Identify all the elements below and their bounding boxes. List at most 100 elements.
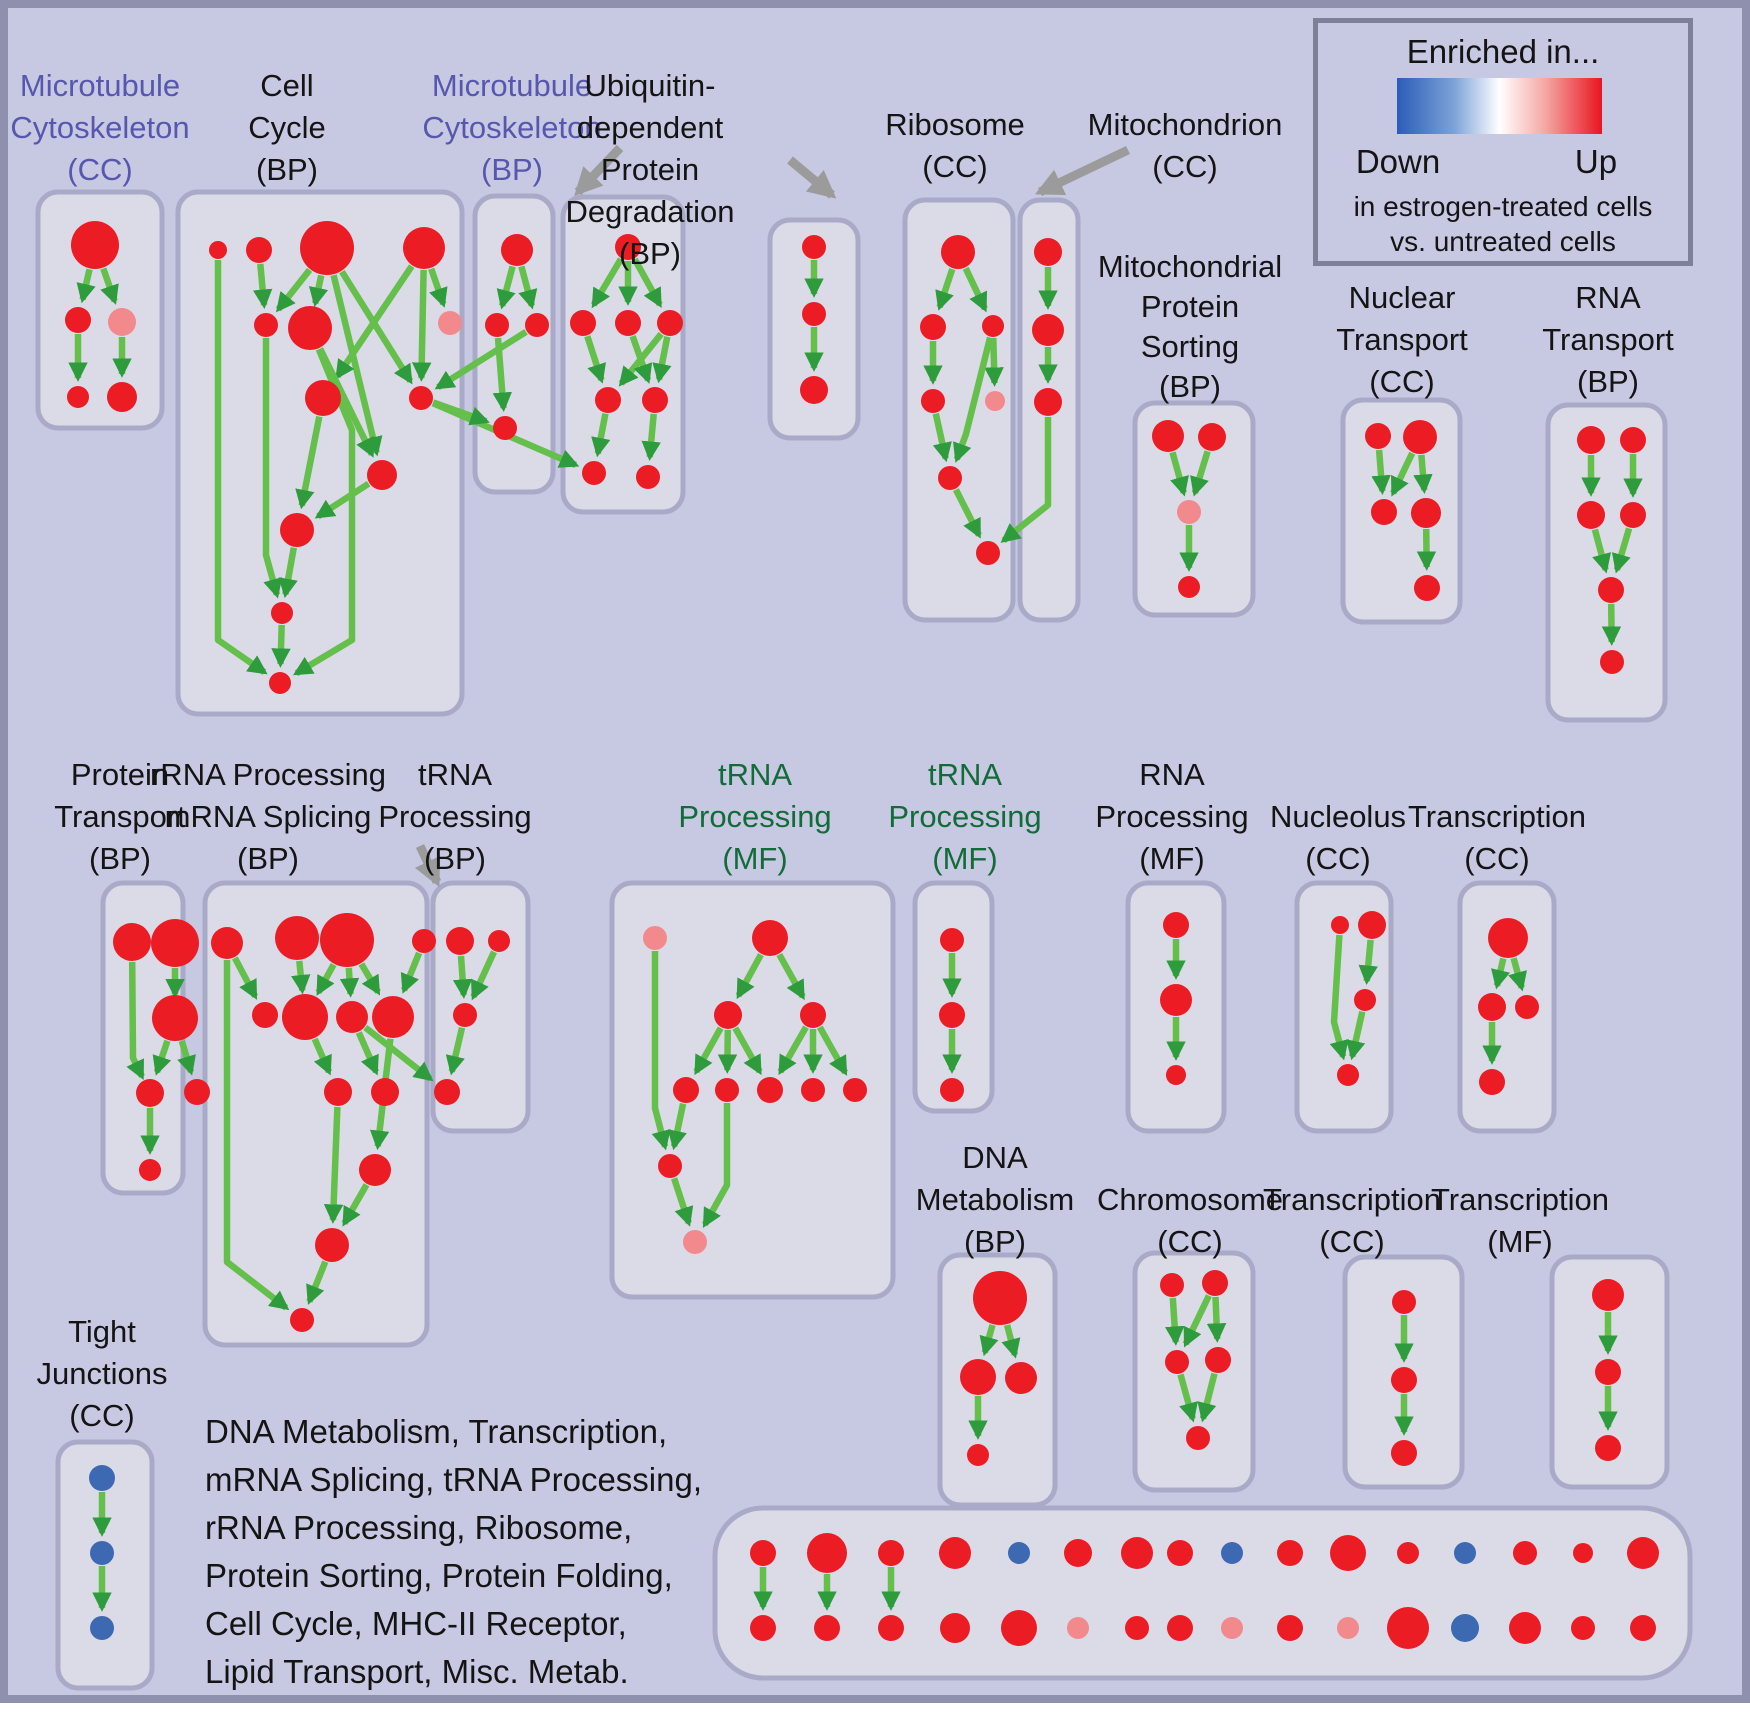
go-term-node	[1620, 427, 1646, 453]
edge-arrow	[1182, 1294, 1212, 1348]
go-term-node	[1121, 1537, 1153, 1569]
go-term-node	[372, 996, 414, 1038]
go-term-node	[1067, 1617, 1089, 1639]
go-term-node	[453, 1003, 477, 1027]
go-term-node	[1595, 1359, 1621, 1385]
go-term-node	[940, 1613, 970, 1643]
edge-arrow	[952, 336, 994, 463]
edge-arrow	[584, 335, 606, 384]
go-term-node	[960, 1359, 996, 1395]
go-term-node	[814, 1615, 840, 1641]
edge-arrow	[400, 951, 423, 994]
go-term-node	[89, 1465, 115, 1491]
edge-arrow	[962, 266, 988, 313]
go-term-node	[412, 929, 436, 953]
go-term-node	[315, 1228, 349, 1262]
edge-arrow	[732, 1026, 763, 1076]
go-term-node	[1167, 1540, 1193, 1566]
edge-arrow	[271, 624, 291, 668]
edge-arrow	[445, 1026, 466, 1076]
go-term-node	[1365, 423, 1391, 449]
go-term-node	[1627, 1537, 1659, 1569]
edge-arrow	[232, 956, 259, 1000]
edge-arrow	[214, 260, 268, 675]
go-term-node	[1392, 1290, 1416, 1314]
edge-arrow	[1591, 528, 1612, 574]
edges-layer	[68, 257, 1643, 1612]
edge-arrow	[932, 412, 952, 463]
go-term-node	[320, 913, 374, 967]
edge-arrow	[411, 269, 432, 382]
go-term-node	[336, 1001, 368, 1033]
go-term-node	[1595, 1435, 1621, 1461]
go-term-node	[1064, 1539, 1092, 1567]
go-term-node	[1034, 388, 1062, 416]
go-term-node	[305, 380, 341, 416]
go-term-node	[1198, 423, 1226, 451]
go-term-node	[1478, 993, 1506, 1021]
edge-arrow	[330, 274, 383, 457]
edge-arrow	[816, 1025, 849, 1076]
go-term-node	[683, 1230, 707, 1254]
edge-arrow	[777, 1025, 809, 1076]
edge-arrow	[341, 1183, 370, 1227]
go-term-node	[1005, 1362, 1037, 1394]
edge-arrow	[735, 953, 764, 1000]
go-term-node	[152, 995, 198, 1041]
edge-arrow	[252, 263, 273, 309]
edge-arrow	[1164, 1297, 1185, 1346]
group-box-nuct	[1340, 397, 1463, 625]
go-term-node	[1598, 577, 1624, 603]
go-term-node	[800, 376, 828, 404]
go-term-node	[1592, 1279, 1624, 1311]
go-term-node	[582, 461, 606, 485]
go-term-node	[800, 1002, 826, 1028]
note-line: Protein Sorting, Protein Folding,	[205, 1557, 673, 1594]
go-term-node	[1358, 911, 1386, 939]
edge-arrow	[1413, 454, 1433, 494]
go-term-node	[615, 310, 641, 336]
go-term-node	[939, 1537, 971, 1569]
group-box-dna_met	[937, 1252, 1058, 1508]
edge-arrow	[295, 415, 323, 510]
go-term-node	[1160, 1273, 1184, 1297]
go-term-node	[657, 310, 683, 336]
go-term-node	[1451, 1614, 1479, 1642]
edge-arrow	[1177, 1373, 1198, 1423]
edge-arrow	[100, 267, 119, 305]
edge-arrow	[314, 480, 371, 520]
go-term-node	[982, 315, 1004, 337]
go-term-node	[1330, 1535, 1366, 1571]
go-term-node	[290, 1308, 314, 1332]
go-term-node	[1397, 1542, 1419, 1564]
go-term-node	[1488, 918, 1528, 958]
edge-arrow	[671, 1177, 694, 1227]
go-term-node	[715, 1078, 739, 1102]
go-term-node	[71, 221, 119, 269]
go-term-node	[252, 1002, 278, 1028]
go-term-node	[985, 391, 1005, 411]
go-term-node	[1515, 995, 1539, 1019]
edge-arrow	[631, 257, 663, 309]
go-term-node	[136, 1079, 164, 1107]
go-term-node	[636, 465, 660, 489]
shared-categories-note: DNA Metabolism, Transcription, mRNA Spli…	[205, 1408, 702, 1696]
go-term-node	[1337, 1617, 1359, 1639]
go-term-node	[1414, 575, 1440, 601]
edge-arrow	[177, 1040, 196, 1076]
go-term-node	[371, 1078, 399, 1106]
go-term-node	[359, 1154, 391, 1186]
go-term-node	[1163, 912, 1189, 938]
edge-arrow	[591, 413, 611, 458]
edge-arrow	[428, 267, 448, 308]
edge-arrow	[1390, 451, 1416, 497]
go-term-node	[254, 313, 278, 337]
edge-arrow	[693, 1026, 724, 1076]
label-pointer-arrow	[574, 144, 624, 197]
edge-arrow	[1197, 1372, 1218, 1423]
edge-arrow	[452, 955, 473, 999]
edge-arrow	[311, 1037, 333, 1076]
edge-arrow	[152, 1039, 172, 1076]
go-term-node	[750, 1540, 776, 1566]
